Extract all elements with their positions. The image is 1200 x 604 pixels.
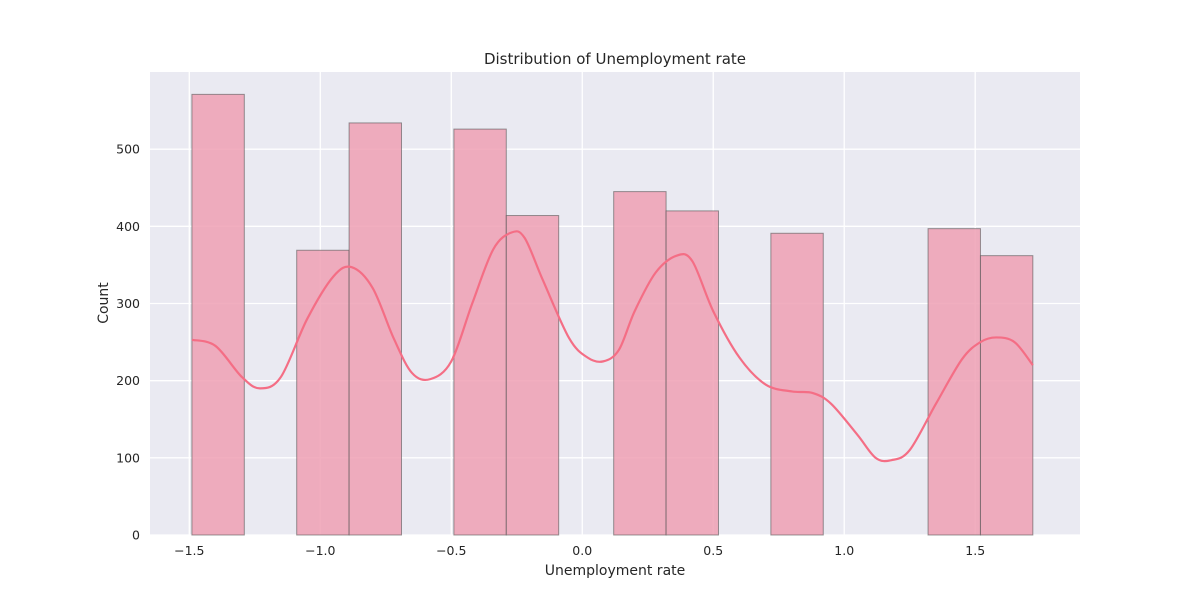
y-axis-label: Count bbox=[96, 282, 112, 324]
y-tick-label: 500 bbox=[116, 142, 140, 157]
x-tick-label: 0.5 bbox=[703, 543, 723, 558]
histogram-bar bbox=[770, 232, 824, 536]
histogram-bar bbox=[665, 210, 719, 536]
y-tick-label: 300 bbox=[116, 296, 140, 311]
x-axis-label: Unemployment rate bbox=[545, 563, 686, 579]
x-tick-label: −1.0 bbox=[305, 543, 335, 558]
histogram-bar bbox=[191, 93, 245, 536]
histogram-bar bbox=[613, 191, 667, 536]
y-tick-label: 0 bbox=[132, 528, 140, 543]
histogram-bar bbox=[927, 228, 981, 536]
y-tick-label: 400 bbox=[116, 219, 140, 234]
x-tick-label: 0.0 bbox=[572, 543, 592, 558]
chart-title: Distribution of Unemployment rate bbox=[484, 50, 746, 68]
histogram-bar bbox=[296, 249, 350, 536]
x-tick-label: 1.0 bbox=[834, 543, 854, 558]
x-tick-label: −0.5 bbox=[436, 543, 466, 558]
histogram-bar bbox=[979, 255, 1034, 536]
histogram-bar bbox=[348, 122, 402, 536]
x-tick-label: −1.5 bbox=[174, 543, 204, 558]
histogram-bar bbox=[505, 215, 560, 536]
x-tick-labels: −1.5 −1.0 −0.5 0.0 0.5 1.0 1.5 bbox=[174, 543, 985, 558]
kde-line bbox=[191, 230, 1034, 463]
y-tick-labels: 0 100 200 300 400 500 bbox=[116, 142, 140, 543]
y-tick-label: 200 bbox=[116, 373, 140, 388]
x-tick-label: 1.5 bbox=[965, 543, 985, 558]
y-tick-label: 100 bbox=[116, 450, 140, 465]
histogram-bars bbox=[191, 93, 1034, 536]
